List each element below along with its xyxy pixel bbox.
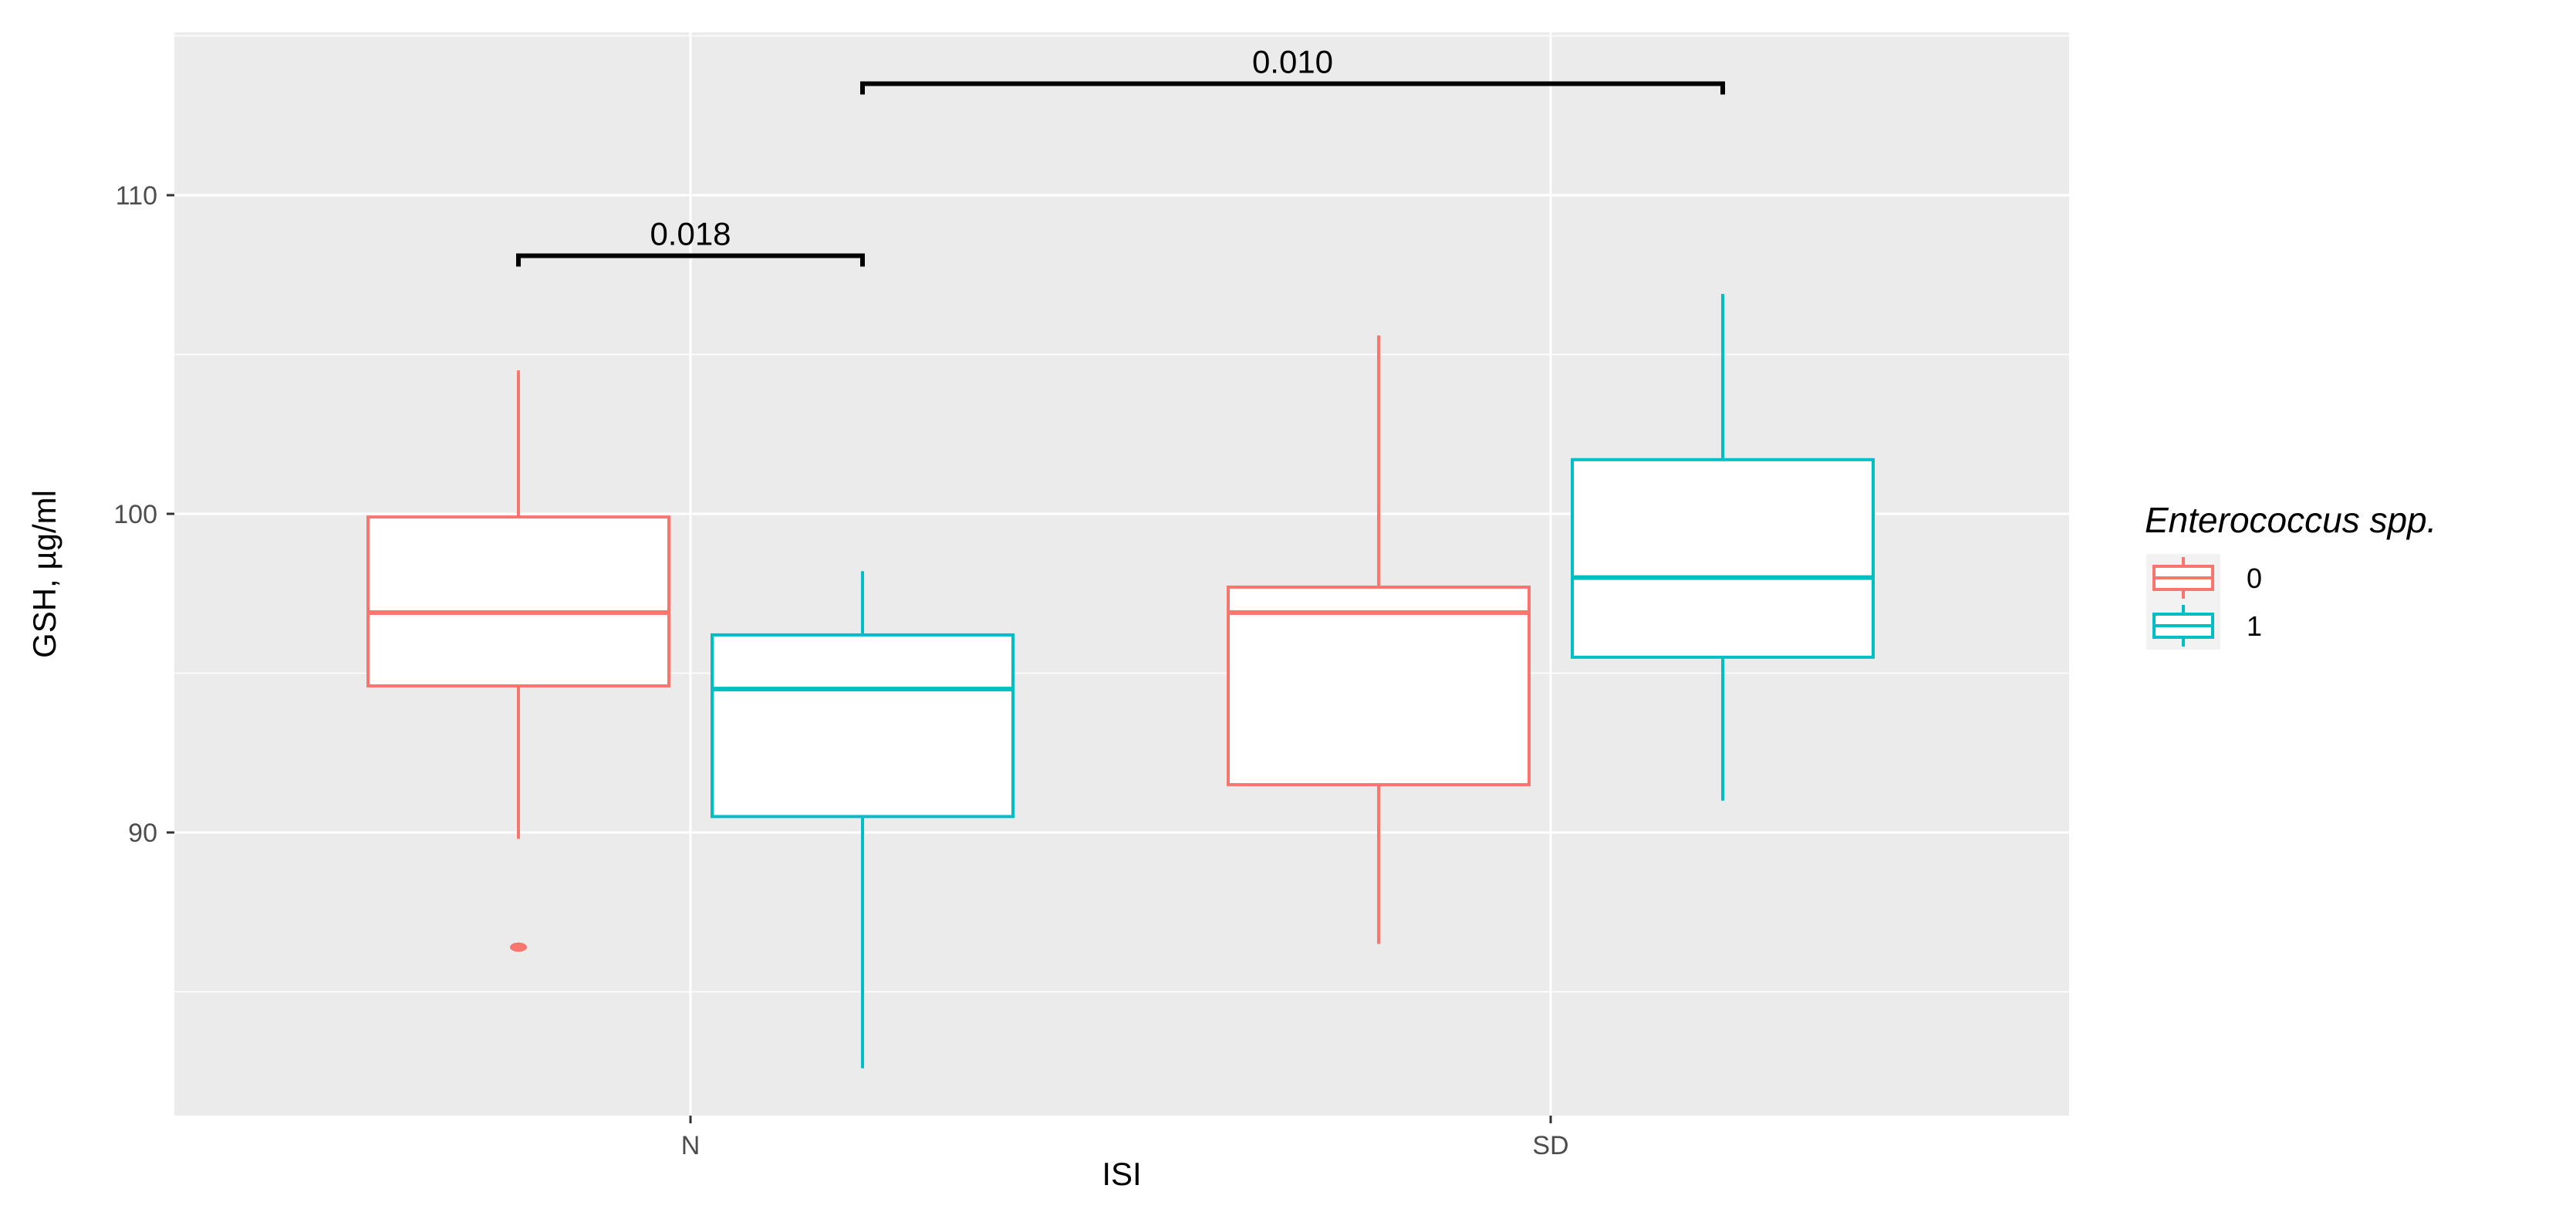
box-layer [366, 294, 1875, 1069]
box [1571, 458, 1875, 659]
legend-entry-0: 0 [2146, 554, 2262, 602]
legend-entry-1: 1 [2146, 602, 2262, 650]
box-1-N [711, 571, 1015, 1069]
legend-title: Enterococcus spp. [2145, 500, 2436, 540]
x-tick-label: N [681, 1131, 701, 1160]
bracket-line [860, 81, 1725, 95]
legend-label: 1 [2247, 610, 2262, 642]
y-tick-label: 90 [128, 819, 157, 848]
box-0-SD [1227, 335, 1531, 944]
box-0-N [366, 370, 670, 952]
significance-annotations: 0.018 0.010 [516, 43, 1725, 267]
significance-bracket: 0.010 [860, 43, 1725, 95]
y-tick-label: 100 [113, 500, 157, 529]
x-tick-label: SD [1532, 1131, 1568, 1160]
outlier-point [510, 942, 527, 952]
x-axis: N SD [681, 1116, 1569, 1160]
legend-label: 0 [2247, 562, 2262, 594]
box [1227, 585, 1531, 787]
box [366, 515, 670, 688]
box [711, 633, 1015, 819]
y-axis-title: GSH, µg/ml [26, 490, 62, 658]
p-value-label: 0.010 [1252, 43, 1333, 79]
significance-bracket: 0.018 [516, 215, 865, 267]
bracket-line [516, 253, 865, 267]
x-axis-title: ISI [1102, 1156, 1141, 1192]
p-value-label: 0.018 [650, 215, 731, 252]
y-axis: 90 100 110 [113, 181, 174, 848]
legend: Enterococcus spp. 0 1 [2145, 500, 2436, 650]
y-tick-label: 110 [116, 181, 157, 211]
box-1-SD [1571, 294, 1875, 801]
